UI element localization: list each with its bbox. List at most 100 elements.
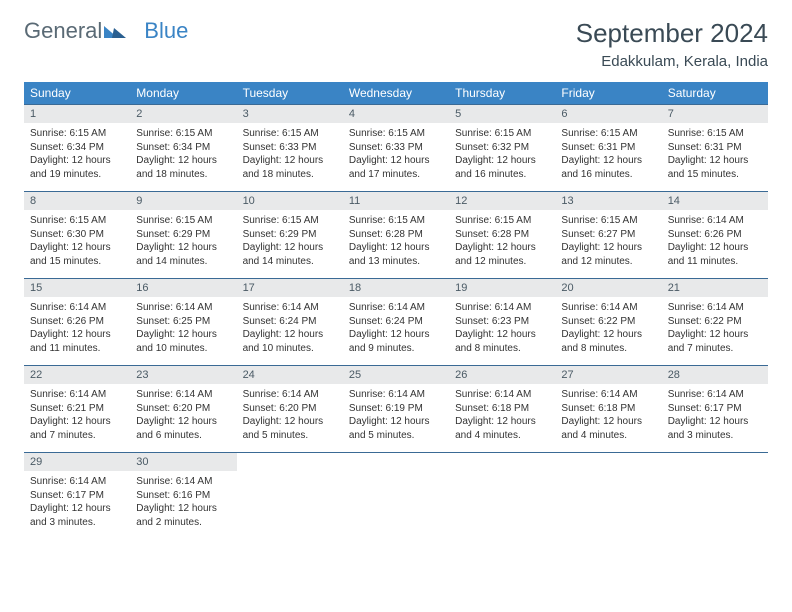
sunset-text: Sunset: 6:29 PM [136,228,230,242]
daynum-row: 22232425262728 [24,366,768,385]
sunrise-text: Sunrise: 6:14 AM [668,388,762,402]
sunset-text: Sunset: 6:25 PM [136,315,230,329]
sunset-text: Sunset: 6:22 PM [561,315,655,329]
sunset-text: Sunset: 6:22 PM [668,315,762,329]
daynum-row: 1234567 [24,105,768,124]
sunset-text: Sunset: 6:33 PM [349,141,443,155]
day-content: Sunrise: 6:14 AMSunset: 6:20 PMDaylight:… [237,384,343,453]
daylight-text-1: Daylight: 12 hours [668,154,762,168]
sunrise-text: Sunrise: 6:14 AM [349,301,443,315]
dow-row: SundayMondayTuesdayWednesdayThursdayFrid… [24,82,768,105]
location-text: Edakkulam, Kerala, India [576,53,768,70]
sunrise-text: Sunrise: 6:14 AM [30,475,124,489]
sunrise-text: Sunrise: 6:15 AM [668,127,762,141]
sunrise-text: Sunrise: 6:14 AM [136,301,230,315]
daylight-text-2: and 10 minutes. [243,342,337,356]
sunset-text: Sunset: 6:19 PM [349,402,443,416]
sunset-text: Sunset: 6:21 PM [30,402,124,416]
sunrise-text: Sunrise: 6:15 AM [243,127,337,141]
sunset-text: Sunset: 6:26 PM [668,228,762,242]
day-number: 24 [237,366,343,385]
sunset-text: Sunset: 6:23 PM [455,315,549,329]
day-number: 21 [662,279,768,298]
daylight-text-1: Daylight: 12 hours [349,328,443,342]
sunset-text: Sunset: 6:20 PM [243,402,337,416]
sunrise-text: Sunrise: 6:14 AM [243,388,337,402]
day-number: 29 [24,453,130,472]
day-number [662,453,768,472]
daylight-text-1: Daylight: 12 hours [455,241,549,255]
day-content: Sunrise: 6:14 AMSunset: 6:20 PMDaylight:… [130,384,236,453]
daylight-text-2: and 7 minutes. [668,342,762,356]
dow-cell: Thursday [449,82,555,105]
daylight-text-2: and 9 minutes. [349,342,443,356]
day-number: 4 [343,105,449,124]
daylight-text-2: and 16 minutes. [561,168,655,182]
daylight-text-1: Daylight: 12 hours [243,328,337,342]
day-content: Sunrise: 6:14 AMSunset: 6:16 PMDaylight:… [130,471,236,539]
daylight-text-1: Daylight: 12 hours [668,328,762,342]
day-content: Sunrise: 6:14 AMSunset: 6:26 PMDaylight:… [24,297,130,366]
day-number: 11 [343,192,449,211]
day-number: 15 [24,279,130,298]
day-number: 9 [130,192,236,211]
daylight-text-2: and 12 minutes. [561,255,655,269]
day-content: Sunrise: 6:15 AMSunset: 6:28 PMDaylight:… [343,210,449,279]
day-content: Sunrise: 6:15 AMSunset: 6:28 PMDaylight:… [449,210,555,279]
sunrise-text: Sunrise: 6:14 AM [455,388,549,402]
day-number [449,453,555,472]
day-content: Sunrise: 6:14 AMSunset: 6:21 PMDaylight:… [24,384,130,453]
daylight-text-1: Daylight: 12 hours [243,154,337,168]
daylight-text-1: Daylight: 12 hours [455,154,549,168]
sunrise-text: Sunrise: 6:15 AM [561,127,655,141]
daylight-text-2: and 2 minutes. [136,516,230,530]
calendar-body: SundayMondayTuesdayWednesdayThursdayFrid… [24,82,768,539]
daylight-text-2: and 10 minutes. [136,342,230,356]
daylight-text-1: Daylight: 12 hours [243,415,337,429]
sunset-text: Sunset: 6:29 PM [243,228,337,242]
daylight-text-1: Daylight: 12 hours [561,154,655,168]
sunset-text: Sunset: 6:17 PM [30,489,124,503]
daylight-text-2: and 6 minutes. [136,429,230,443]
sunrise-text: Sunrise: 6:14 AM [243,301,337,315]
day-number: 23 [130,366,236,385]
day-content: Sunrise: 6:14 AMSunset: 6:18 PMDaylight:… [449,384,555,453]
sunrise-text: Sunrise: 6:15 AM [349,127,443,141]
daylight-text-2: and 5 minutes. [349,429,443,443]
day-content [343,471,449,539]
sunrise-text: Sunrise: 6:15 AM [30,214,124,228]
sunset-text: Sunset: 6:16 PM [136,489,230,503]
daylight-text-2: and 7 minutes. [30,429,124,443]
day-content [449,471,555,539]
day-number: 5 [449,105,555,124]
daylight-text-2: and 11 minutes. [668,255,762,269]
header: General Blue September 2024 Edakkulam, K… [24,18,768,70]
sunset-text: Sunset: 6:24 PM [349,315,443,329]
daylight-text-2: and 19 minutes. [30,168,124,182]
daylight-text-1: Daylight: 12 hours [136,154,230,168]
daylight-text-1: Daylight: 12 hours [455,415,549,429]
day-number: 26 [449,366,555,385]
day-content: Sunrise: 6:14 AMSunset: 6:24 PMDaylight:… [237,297,343,366]
sunrise-text: Sunrise: 6:15 AM [136,127,230,141]
day-number [343,453,449,472]
sunset-text: Sunset: 6:27 PM [561,228,655,242]
dow-cell: Wednesday [343,82,449,105]
day-number: 10 [237,192,343,211]
sunset-text: Sunset: 6:26 PM [30,315,124,329]
title-block: September 2024 Edakkulam, Kerala, India [576,18,768,70]
sunrise-text: Sunrise: 6:15 AM [136,214,230,228]
day-content: Sunrise: 6:15 AMSunset: 6:33 PMDaylight:… [343,123,449,192]
sunrise-text: Sunrise: 6:14 AM [349,388,443,402]
day-content: Sunrise: 6:15 AMSunset: 6:29 PMDaylight:… [237,210,343,279]
day-number: 7 [662,105,768,124]
daylight-text-2: and 8 minutes. [561,342,655,356]
sunset-text: Sunset: 6:17 PM [668,402,762,416]
day-content: Sunrise: 6:14 AMSunset: 6:17 PMDaylight:… [662,384,768,453]
daylight-text-2: and 4 minutes. [561,429,655,443]
content-row: Sunrise: 6:14 AMSunset: 6:17 PMDaylight:… [24,471,768,539]
day-number: 18 [343,279,449,298]
day-content: Sunrise: 6:15 AMSunset: 6:31 PMDaylight:… [662,123,768,192]
content-row: Sunrise: 6:15 AMSunset: 6:30 PMDaylight:… [24,210,768,279]
daylight-text-1: Daylight: 12 hours [30,241,124,255]
